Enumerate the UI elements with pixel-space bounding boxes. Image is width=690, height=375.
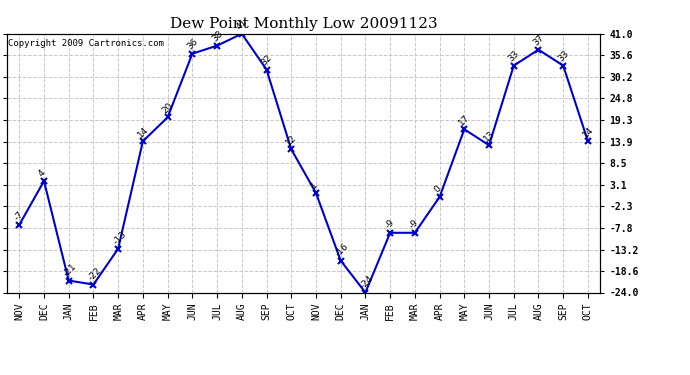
- Text: Copyright 2009 Cartronics.com: Copyright 2009 Cartronics.com: [8, 39, 164, 48]
- Text: 32: 32: [259, 53, 274, 68]
- Text: -9: -9: [383, 218, 396, 231]
- Text: 20: 20: [161, 101, 175, 115]
- Text: 0: 0: [433, 184, 443, 195]
- Text: 13: 13: [482, 129, 497, 143]
- Text: 12: 12: [284, 133, 299, 147]
- Text: -22: -22: [86, 266, 103, 282]
- Text: 4: 4: [37, 168, 48, 179]
- Text: -7: -7: [12, 210, 25, 223]
- Text: 41: 41: [235, 17, 249, 32]
- Text: -9: -9: [408, 218, 421, 231]
- Text: -13: -13: [111, 230, 128, 246]
- Text: -21: -21: [62, 262, 79, 278]
- Text: -16: -16: [334, 242, 351, 258]
- Text: 1: 1: [309, 180, 319, 191]
- Text: 17: 17: [457, 112, 472, 127]
- Text: 38: 38: [210, 29, 225, 44]
- Text: 33: 33: [507, 49, 522, 63]
- Text: -24: -24: [359, 274, 375, 290]
- Title: Dew Point Monthly Low 20091123: Dew Point Monthly Low 20091123: [170, 17, 437, 31]
- Text: 36: 36: [186, 37, 200, 51]
- Text: 14: 14: [581, 124, 595, 139]
- Text: 37: 37: [531, 33, 546, 48]
- Text: 33: 33: [556, 49, 571, 63]
- Text: 14: 14: [136, 124, 150, 139]
